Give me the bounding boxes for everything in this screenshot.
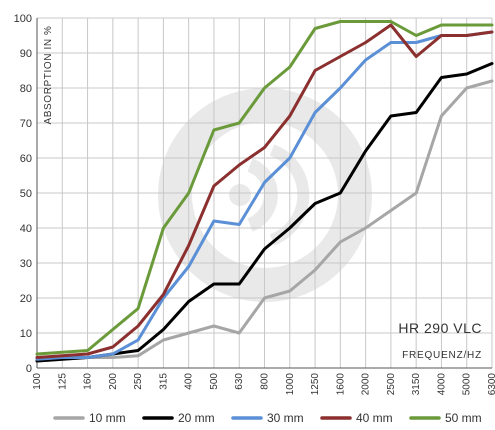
series-line-50-mm xyxy=(35,20,494,356)
x-tick-label: 800 xyxy=(260,373,271,390)
x-tick-label: 250 xyxy=(133,373,144,390)
x-tick-label: 2000 xyxy=(361,373,372,396)
y-tick-label: 90 xyxy=(20,48,32,60)
x-axis-label: FREQUENZ/HZ xyxy=(402,350,482,361)
x-tick-label: 100 xyxy=(32,373,43,390)
x-tick-label: 1000 xyxy=(285,373,296,396)
legend-label: 30 mm xyxy=(267,411,304,425)
legend-label: 50 mm xyxy=(445,411,482,425)
y-axis-label: ABSORPTION IN % xyxy=(43,25,54,124)
x-tick-label: 4000 xyxy=(436,373,447,396)
y-tick-label: 80 xyxy=(20,83,32,95)
y-tick-label: 10 xyxy=(20,328,32,340)
x-tick-label: 315 xyxy=(158,373,169,390)
series-line-10-mm xyxy=(35,79,494,363)
y-tick-label: 70 xyxy=(20,118,32,130)
y-tick-label: 40 xyxy=(20,223,32,235)
x-tick-label: 160 xyxy=(83,373,94,390)
x-tick-label: 3150 xyxy=(411,373,422,396)
x-tick-label: 5000 xyxy=(462,373,473,396)
x-tick-label: 2500 xyxy=(386,373,397,396)
y-tick-label: 60 xyxy=(20,153,32,165)
x-tick-label: 200 xyxy=(108,373,119,390)
x-tick-label: 400 xyxy=(184,373,195,390)
x-tick-label: 125 xyxy=(57,373,68,390)
x-tick-label: 1600 xyxy=(335,373,346,396)
product-label: HR 290 VLC xyxy=(398,320,482,336)
x-tick-label: 500 xyxy=(209,373,220,390)
y-tick-label: 100 xyxy=(14,13,32,25)
series-line-40-mm xyxy=(35,23,494,359)
y-tick-label: 20 xyxy=(20,293,32,305)
x-tick-label: 1250 xyxy=(310,373,321,396)
y-tick-label: 30 xyxy=(20,258,32,270)
legend-label: 10 mm xyxy=(89,411,126,425)
series-line-30-mm xyxy=(35,30,494,361)
legend-label: 20 mm xyxy=(178,411,215,425)
y-tick-label: 50 xyxy=(20,188,32,200)
x-tick-label: 630 xyxy=(234,373,245,390)
y-tick-label: 0 xyxy=(26,363,32,375)
x-tick-label: 6300 xyxy=(487,373,495,396)
legend-label: 40 mm xyxy=(356,411,393,425)
